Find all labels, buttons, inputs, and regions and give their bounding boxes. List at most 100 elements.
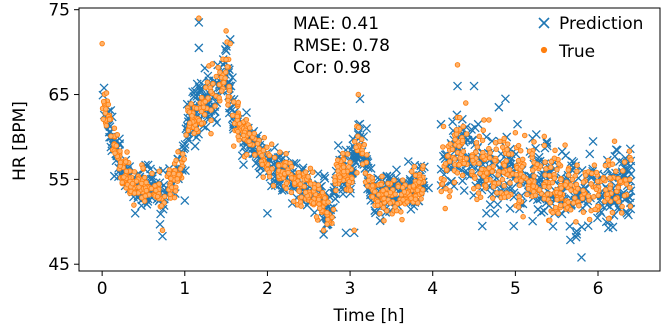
true-point	[266, 152, 273, 159]
prediction-point	[351, 157, 360, 167]
true-point	[605, 157, 612, 164]
true-point	[568, 182, 574, 188]
true-point	[275, 162, 282, 169]
true-point	[225, 102, 231, 108]
prediction-point	[194, 43, 204, 53]
true-point	[234, 113, 241, 120]
true-point	[344, 151, 351, 157]
true-point	[472, 175, 478, 181]
true-point	[410, 183, 417, 189]
true-point	[167, 191, 173, 198]
true-point	[501, 182, 507, 189]
true-point	[212, 103, 218, 109]
true-point	[483, 177, 490, 183]
true-point	[507, 180, 513, 186]
true-point	[621, 159, 628, 165]
true-point	[412, 196, 419, 202]
true-point	[320, 227, 327, 234]
true-point	[324, 221, 330, 227]
true-point	[354, 170, 360, 176]
true-point	[384, 208, 390, 214]
true-point	[282, 163, 288, 169]
true-point	[283, 150, 289, 157]
prediction-point	[481, 208, 491, 218]
true-point	[547, 217, 553, 224]
true-point	[369, 183, 376, 189]
true-point	[260, 174, 266, 180]
true-point	[439, 181, 446, 187]
true-point	[451, 179, 458, 186]
true-point	[381, 217, 387, 224]
true-point	[310, 200, 317, 206]
true-point	[463, 131, 470, 137]
true-point	[572, 173, 578, 179]
true-point	[558, 176, 564, 183]
true-point	[557, 202, 564, 209]
true-point	[520, 174, 527, 180]
true-point	[501, 135, 507, 142]
true-point	[453, 127, 460, 133]
true-point	[288, 189, 295, 196]
true-point	[517, 147, 524, 154]
true-point	[297, 181, 304, 187]
prediction-point	[469, 81, 479, 91]
true-point	[609, 161, 616, 167]
x-axis-label: Time [h]	[332, 306, 404, 326]
true-point	[353, 144, 359, 151]
prediction-point	[572, 229, 582, 239]
true-point	[349, 175, 355, 182]
true-point	[513, 171, 520, 178]
true-point	[480, 173, 487, 179]
true-point	[166, 170, 172, 177]
prediction-point	[375, 216, 385, 226]
true-point	[481, 117, 487, 123]
true-point	[112, 150, 118, 156]
true-point	[283, 185, 289, 192]
true-point	[505, 151, 512, 157]
true-point	[593, 186, 600, 193]
prediction-point	[585, 149, 595, 159]
true-point	[532, 192, 539, 199]
true-point	[208, 130, 214, 137]
mae-text: MAE: 0.41	[293, 14, 379, 34]
true-point	[226, 88, 233, 94]
true-point	[590, 194, 597, 200]
true-point	[217, 69, 223, 75]
true-point	[187, 120, 193, 126]
true-point	[381, 195, 387, 202]
true-point	[204, 79, 211, 86]
true-point	[307, 181, 314, 187]
true-point	[530, 167, 536, 173]
true-point	[615, 184, 621, 191]
true-point	[519, 163, 525, 170]
prediction-point	[242, 108, 251, 118]
prediction-point	[130, 208, 140, 218]
true-point	[148, 185, 155, 192]
true-point	[307, 165, 314, 172]
prediction-point	[577, 252, 586, 262]
true-point	[605, 215, 612, 222]
true-point	[586, 216, 593, 223]
true-point	[520, 156, 526, 163]
prediction-point	[341, 228, 351, 238]
true-point	[552, 147, 558, 154]
true-point	[565, 172, 572, 178]
true-point	[210, 80, 216, 87]
prediction-point	[333, 141, 343, 150]
true-point	[607, 175, 613, 181]
true-point	[490, 195, 496, 201]
y-axis: 45 55 65 75	[48, 1, 79, 275]
prediction-point	[473, 119, 483, 129]
true-point	[158, 203, 165, 209]
y-axis-label: HR [BPM]	[10, 101, 30, 181]
true-point	[322, 195, 328, 201]
prediction-point	[505, 203, 515, 213]
true-point	[440, 144, 446, 150]
true-point	[475, 190, 482, 196]
true-point	[440, 123, 447, 130]
prediction-point	[221, 46, 231, 56]
true-point	[443, 167, 450, 173]
true-point	[340, 164, 347, 170]
true-point	[477, 194, 484, 200]
true-point	[193, 105, 200, 111]
